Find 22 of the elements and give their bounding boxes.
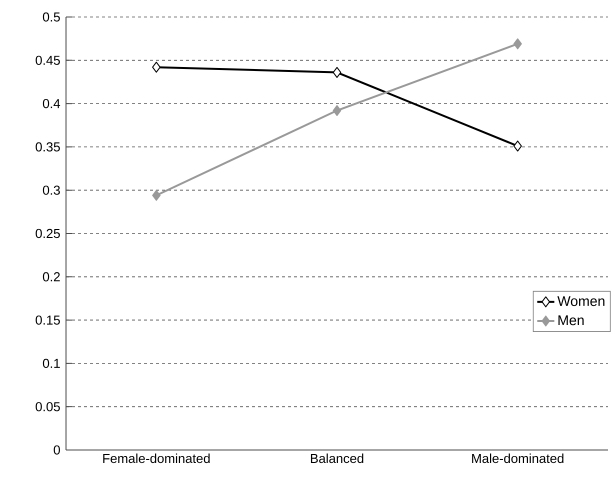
y-tick-label: 0.1 xyxy=(42,358,60,368)
y-tick-label: 0.3 xyxy=(42,186,60,195)
x-tick-label: Male-dominated xyxy=(472,454,564,464)
point xyxy=(332,66,342,78)
point xyxy=(152,190,161,201)
point xyxy=(513,38,522,50)
y-tick-label: 0.45 xyxy=(36,56,60,65)
legend-label: Men xyxy=(558,315,584,326)
point xyxy=(152,62,161,73)
y-tick-label: 0.25 xyxy=(36,228,60,238)
point xyxy=(332,105,342,116)
y-tick-label: 0.2 xyxy=(42,272,60,282)
y-tick-label: 0 xyxy=(54,445,60,455)
legend-label: Women xyxy=(557,296,604,306)
point xyxy=(513,140,522,152)
y-tick-label: 0.05 xyxy=(36,402,60,412)
x-tick-label: Female-dominated xyxy=(103,454,210,464)
y-tick-label: 0.35 xyxy=(36,142,60,152)
y-tick-label: 0.15 xyxy=(36,315,60,325)
y-tick-label: 0.5 xyxy=(42,12,60,22)
x-tick-label: Balanced xyxy=(310,454,364,464)
y-tick-label: 0.4 xyxy=(42,98,60,108)
